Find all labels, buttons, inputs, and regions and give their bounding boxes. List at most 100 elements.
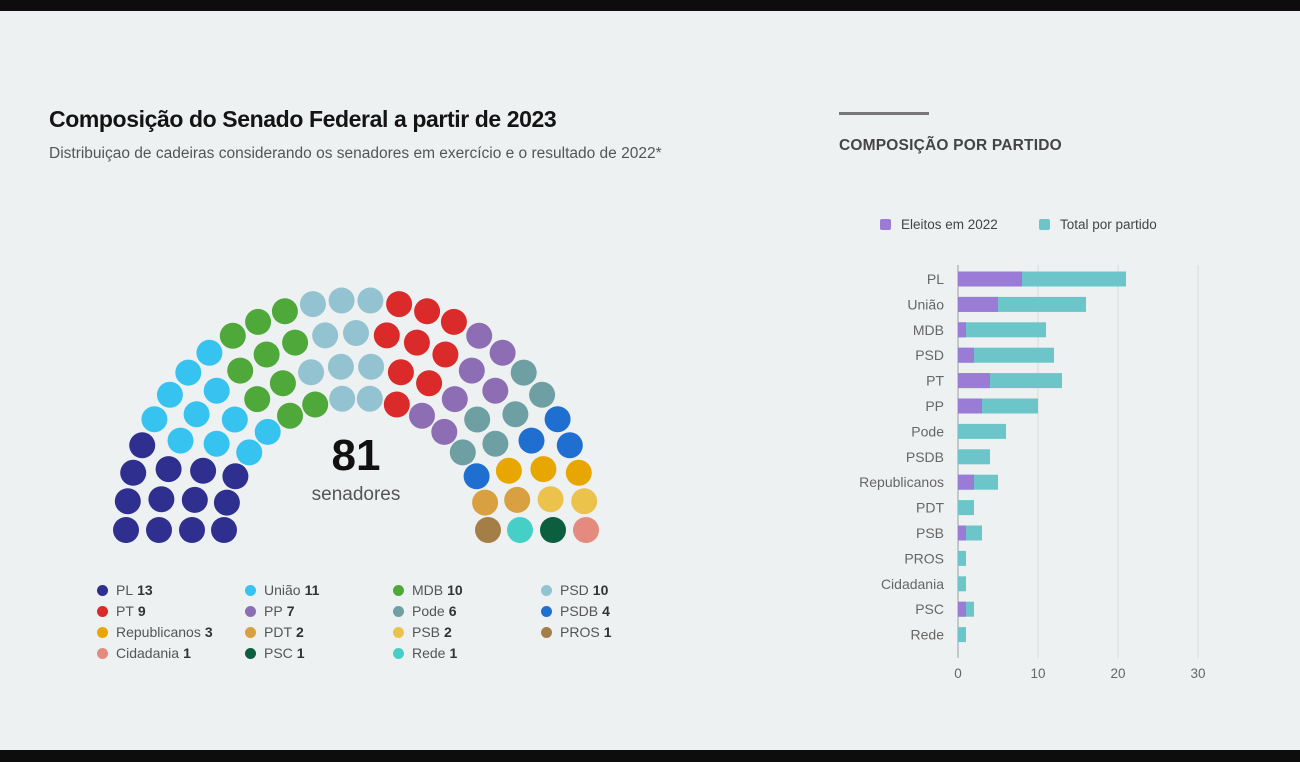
chart-subtitle: Distribuiçao de cadeiras considerando os… <box>49 145 662 162</box>
legend-party-name: MDB <box>412 582 444 598</box>
seat-união <box>254 418 281 445</box>
bar-elected-pt <box>958 373 990 389</box>
seat-mdb <box>253 341 280 368</box>
seat-pt <box>403 329 430 356</box>
bar-legend-label: Total por partido <box>1060 217 1157 232</box>
category-label: PDT <box>916 500 944 516</box>
legend-swatch <box>393 584 404 596</box>
section-rule <box>839 112 929 115</box>
seat-psd <box>328 287 355 314</box>
legend-seat-count: 9 <box>137 603 146 619</box>
bar-elected-psc <box>958 601 966 617</box>
seat-união <box>183 401 210 428</box>
legend-seat-count: 11 <box>304 582 320 598</box>
legend-seat-count: 7 <box>286 603 295 619</box>
category-label: Pode <box>911 423 944 439</box>
seat-mdb <box>269 370 296 397</box>
bar-total-pode <box>958 423 1006 439</box>
legend-party-name: PSC <box>264 645 293 661</box>
bar-chart: Eleitos em 2022 Total por partido 0 10 20 30 P… <box>859 217 1205 681</box>
legend-party-name: Republicanos <box>116 624 201 640</box>
legend-party-name: PP <box>264 603 283 619</box>
legend-seat-count: 3 <box>204 624 213 640</box>
category-label: PSDB <box>906 449 944 465</box>
category-label: PP <box>925 398 944 414</box>
category-label: PL <box>927 271 944 287</box>
seat-pt <box>414 298 441 325</box>
seat-pl <box>129 432 156 459</box>
total-seats-label: senadores <box>312 484 401 505</box>
legend-swatch <box>541 584 552 596</box>
seat-mdb <box>271 298 298 325</box>
seat-pt <box>440 308 467 335</box>
seat-pp <box>441 386 468 413</box>
seat-mdb <box>244 386 271 413</box>
seat-união <box>203 430 230 457</box>
legend-seat-count: 2 <box>296 624 304 640</box>
legend-seat-count: 10 <box>447 582 463 598</box>
seat-psd <box>299 291 326 318</box>
parliament-chart: 81 senadores <box>113 287 599 543</box>
legend-party-name: Rede <box>412 645 446 661</box>
seat-cidadania <box>573 517 599 543</box>
legend-seat-count: 1 <box>449 645 458 661</box>
bar-total-cidadania <box>958 576 966 592</box>
seat-mdb <box>282 329 309 356</box>
legend-item-pros: PROS 1 <box>541 624 611 640</box>
seat-união <box>156 381 183 408</box>
seat-pl <box>211 517 237 543</box>
legend-party-name: PDT <box>264 624 292 640</box>
seat-republicanos <box>495 457 522 484</box>
seat-pl <box>120 459 147 486</box>
seat-pt <box>373 322 400 349</box>
seat-pode <box>502 401 529 428</box>
bar-legend-swatch <box>880 219 891 230</box>
bar-elected-psb <box>958 525 966 541</box>
bar-elected-união <box>958 296 998 312</box>
seat-pl <box>179 517 205 543</box>
bar-total-psd <box>958 347 1054 363</box>
seat-pl <box>222 463 249 490</box>
seat-pt <box>387 359 414 386</box>
total-seats: 81 <box>332 431 381 480</box>
bar-elected-pp <box>958 398 982 414</box>
seat-pp <box>489 339 516 366</box>
legend-item-psd: PSD 10 <box>541 582 608 598</box>
seat-pp <box>482 377 509 404</box>
legend-party-name: Pode <box>412 603 445 619</box>
seat-psd <box>357 287 384 314</box>
seat-pl <box>146 517 172 543</box>
seat-pt <box>432 341 459 368</box>
legend-seat-count: 2 <box>444 624 452 640</box>
seat-pl <box>213 489 240 516</box>
seat-pode <box>482 430 509 457</box>
seat-pode <box>449 439 476 466</box>
x-tick-label: 10 <box>1030 666 1045 681</box>
seat-rede <box>507 517 533 543</box>
legend-swatch <box>393 626 404 638</box>
legend-swatch <box>97 647 108 659</box>
bar-elected-psd <box>958 347 974 363</box>
category-label: PROS <box>904 550 944 566</box>
seat-união <box>175 359 202 386</box>
legend-party-name: PT <box>116 603 134 619</box>
legend-seat-count: 6 <box>448 603 457 619</box>
legend-swatch <box>393 647 404 659</box>
seat-psb <box>537 486 564 513</box>
legend-item-psc: PSC 1 <box>245 645 305 661</box>
seat-pp <box>466 322 493 349</box>
legend-swatch <box>97 605 108 617</box>
seat-psd <box>358 353 385 380</box>
seat-psdb <box>556 432 583 459</box>
seat-união <box>203 377 230 404</box>
seat-união <box>221 406 248 433</box>
legend-swatch <box>245 626 256 638</box>
legend-seat-count: 13 <box>137 582 153 598</box>
seat-mdb <box>277 402 303 429</box>
seat-pl <box>114 488 141 515</box>
category-label: Republicanos <box>859 474 944 490</box>
seat-pl <box>155 456 182 483</box>
seat-pp <box>458 357 485 384</box>
legend-seat-count: 1 <box>296 645 305 661</box>
seat-mdb <box>245 308 272 335</box>
